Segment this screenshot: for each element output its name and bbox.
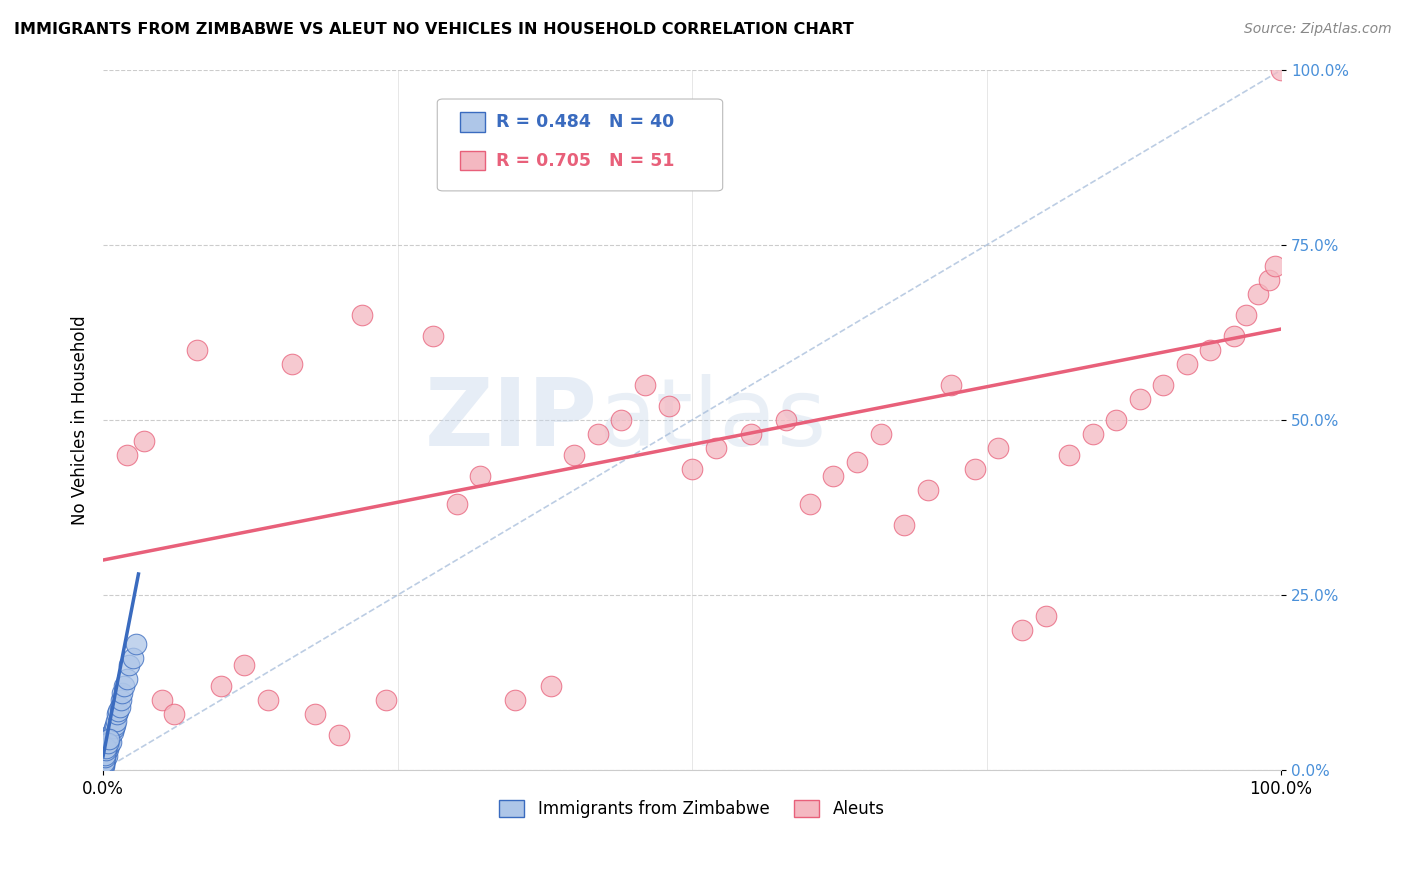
Point <box>1246 287 1268 301</box>
Point <box>93 746 115 760</box>
Point <box>121 651 143 665</box>
Point <box>1234 308 1257 322</box>
Point <box>328 728 350 742</box>
Point <box>97 731 120 746</box>
Point <box>112 679 135 693</box>
Point <box>257 693 280 707</box>
Point <box>963 462 986 476</box>
Point <box>505 693 527 707</box>
Point <box>610 413 633 427</box>
Point <box>1011 623 1033 637</box>
Point <box>775 413 797 427</box>
Point <box>1223 329 1246 343</box>
Point <box>94 746 117 760</box>
Point <box>108 700 131 714</box>
Point <box>93 756 115 770</box>
Point <box>96 749 118 764</box>
Point <box>163 706 186 721</box>
Point <box>93 756 115 770</box>
Text: IMMIGRANTS FROM ZIMBABWE VS ALEUT NO VEHICLES IN HOUSEHOLD CORRELATION CHART: IMMIGRANTS FROM ZIMBABWE VS ALEUT NO VEH… <box>14 22 853 37</box>
Point <box>446 497 468 511</box>
Point <box>540 679 562 693</box>
Point <box>94 752 117 766</box>
Point <box>374 693 396 707</box>
Point <box>468 469 491 483</box>
Point <box>118 658 141 673</box>
Point <box>93 755 115 769</box>
Point <box>233 658 256 673</box>
Point <box>304 706 326 721</box>
Point <box>134 434 156 448</box>
Point <box>1057 448 1080 462</box>
Point <box>586 427 609 442</box>
Point <box>104 717 127 731</box>
Point <box>110 693 132 707</box>
Point <box>917 483 939 497</box>
Point <box>103 721 125 735</box>
Point <box>681 462 703 476</box>
Point <box>150 693 173 707</box>
Point <box>352 308 374 322</box>
Point <box>1105 413 1128 427</box>
Text: Source: ZipAtlas.com: Source: ZipAtlas.com <box>1244 22 1392 37</box>
Point <box>98 728 121 742</box>
Point <box>1081 427 1104 442</box>
Point <box>107 704 129 718</box>
Point <box>98 731 121 746</box>
Point <box>987 441 1010 455</box>
Point <box>94 749 117 764</box>
Point <box>1152 378 1174 392</box>
Point <box>94 747 117 762</box>
Point <box>1258 273 1281 287</box>
Point <box>186 343 208 357</box>
Point <box>634 378 657 392</box>
Point <box>941 378 963 392</box>
Point <box>100 735 122 749</box>
Point <box>105 714 128 728</box>
Point <box>209 679 232 693</box>
Point <box>799 497 821 511</box>
Point <box>704 441 727 455</box>
Point <box>658 399 681 413</box>
Point <box>94 742 117 756</box>
Point <box>1129 392 1152 406</box>
Point <box>93 759 115 773</box>
Point <box>111 686 134 700</box>
Point <box>115 672 138 686</box>
Point <box>97 736 120 750</box>
Point <box>93 749 115 764</box>
Point <box>893 518 915 533</box>
Point <box>93 752 115 766</box>
Point <box>869 427 891 442</box>
Point <box>98 739 121 753</box>
Point <box>422 329 444 343</box>
Point <box>93 757 115 772</box>
Legend: Immigrants from Zimbabwe, Aleuts: Immigrants from Zimbabwe, Aleuts <box>492 793 891 825</box>
Point <box>1264 259 1286 273</box>
Text: ZIP: ZIP <box>425 374 598 466</box>
Text: R = 0.484   N = 40: R = 0.484 N = 40 <box>496 113 675 131</box>
Point <box>1270 63 1292 78</box>
Point <box>105 706 128 721</box>
Point <box>1175 357 1198 371</box>
Point <box>96 739 118 753</box>
Text: atlas: atlas <box>598 374 827 466</box>
Text: R = 0.705   N = 51: R = 0.705 N = 51 <box>496 152 675 169</box>
Point <box>93 750 115 764</box>
Point <box>280 357 302 371</box>
Point <box>94 743 117 757</box>
Point <box>1035 609 1057 624</box>
Point <box>115 448 138 462</box>
Point <box>97 735 120 749</box>
Point <box>846 455 869 469</box>
Point <box>1199 343 1222 357</box>
Point <box>740 427 762 442</box>
Point <box>823 469 845 483</box>
Point <box>96 740 118 755</box>
Point <box>125 637 148 651</box>
Point <box>97 742 120 756</box>
Y-axis label: No Vehicles in Household: No Vehicles in Household <box>72 315 89 524</box>
Point <box>101 724 124 739</box>
Point <box>562 448 585 462</box>
